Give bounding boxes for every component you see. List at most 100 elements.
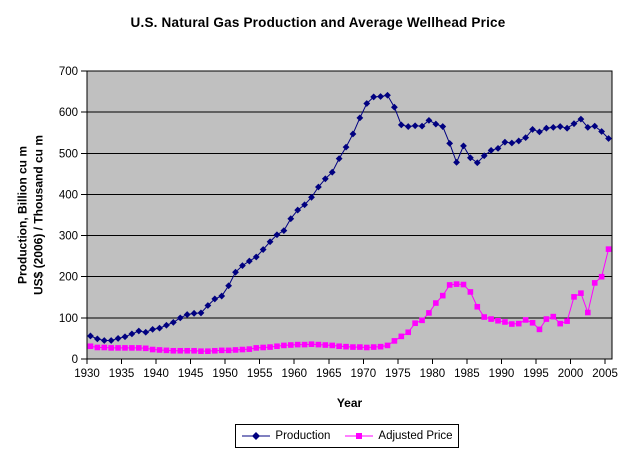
production-marker — [239, 262, 246, 270]
production-marker — [190, 309, 198, 317]
production-line — [90, 94, 609, 341]
production-marker — [446, 140, 454, 147]
adjusted-price-marker — [605, 246, 612, 252]
x-tick-label: 1955 — [247, 368, 273, 380]
production-marker — [404, 123, 412, 130]
adjusted-price-marker — [495, 317, 501, 324]
production-marker — [315, 183, 322, 191]
adjusted-price-marker — [598, 273, 605, 280]
adjusted-price-marker — [253, 345, 260, 351]
adjusted-price-marker — [101, 344, 108, 351]
legend-label-adjusted-price: Adjusted Price — [378, 430, 453, 442]
x-tick-label: 1995 — [523, 368, 549, 380]
adjusted-price-marker — [426, 310, 432, 316]
adjusted-price-marker — [522, 317, 529, 323]
adjusted-price-marker — [433, 300, 439, 306]
production-marker — [349, 130, 357, 138]
plot-background — [87, 71, 612, 359]
adjusted-price-marker — [336, 343, 342, 350]
production-marker — [169, 318, 177, 326]
production-marker — [563, 124, 571, 132]
adjusted-price-marker — [156, 347, 163, 353]
adjusted-price-marker — [571, 294, 577, 300]
adjusted-price-marker — [211, 347, 218, 354]
adjusted-price-marker — [412, 320, 418, 327]
production-marker — [494, 144, 502, 152]
production-marker — [439, 123, 447, 130]
adjusted-price-marker — [384, 342, 391, 349]
production-marker — [515, 137, 523, 145]
production-marker — [356, 114, 364, 122]
legend: Production Adjusted Price — [235, 424, 459, 448]
legend-item-adjusted-price: Adjusted Price — [344, 430, 453, 442]
adjusted-price-marker — [439, 292, 446, 299]
production-marker — [536, 128, 543, 136]
adjusted-price-legend-swatch — [345, 433, 374, 439]
production-marker — [232, 268, 239, 276]
adjusted-price-marker — [94, 344, 101, 351]
y-tick-label: 300 — [59, 231, 78, 243]
production-marker — [149, 325, 157, 333]
production-marker — [460, 142, 467, 150]
adjusted-price-marker — [329, 342, 336, 349]
production-marker — [93, 335, 101, 343]
adjusted-price-marker — [502, 319, 508, 325]
production-marker — [245, 257, 253, 265]
production-legend-swatch — [242, 432, 271, 440]
adjusted-price-marker — [550, 313, 557, 320]
production-marker — [294, 206, 302, 214]
production-marker — [418, 122, 426, 130]
adjusted-price-marker — [232, 347, 239, 353]
adjusted-price-marker — [177, 347, 184, 354]
legend-label-production: Production — [275, 430, 331, 442]
x-tick-label: 1965 — [316, 368, 342, 380]
adjusted-price-marker — [529, 319, 536, 326]
adjusted-price-marker — [322, 342, 329, 348]
production-marker — [480, 152, 488, 160]
production-marker — [163, 321, 170, 329]
adjusted-price-marker — [363, 344, 370, 351]
adjusted-price-marker — [274, 343, 280, 350]
x-tick-label: 1930 — [74, 368, 100, 380]
adjusted-price-marker — [515, 320, 522, 327]
chart-title: U.S. Natural Gas Production and Average … — [130, 15, 506, 30]
adjusted-price-marker — [446, 282, 453, 288]
adjusted-price-marker — [357, 344, 363, 350]
y-tick-label: 400 — [59, 189, 78, 201]
production-marker — [266, 238, 274, 246]
production-marker — [218, 292, 226, 300]
production-marker — [453, 158, 460, 166]
adjusted-price-marker — [294, 341, 301, 348]
adjusted-price-marker — [370, 344, 377, 350]
y-tick-label: 500 — [59, 148, 78, 160]
production-marker — [273, 231, 281, 239]
adjusted-price-marker — [129, 345, 135, 351]
adjusted-price-marker — [377, 343, 384, 350]
adjusted-price-marker — [481, 314, 488, 320]
production-marker — [598, 128, 606, 135]
production-marker — [321, 175, 329, 183]
adjusted-price-marker — [87, 343, 94, 350]
x-tick-label: 2000 — [558, 368, 584, 380]
x-tick-label: 1960 — [281, 368, 307, 380]
production-marker — [176, 314, 184, 322]
production-marker — [377, 93, 384, 100]
production-marker — [570, 120, 578, 128]
production-marker — [432, 120, 440, 128]
production-marker — [100, 337, 108, 344]
adjusted-price-marker — [218, 347, 225, 354]
production-marker — [549, 123, 557, 131]
production-marker — [287, 215, 295, 223]
adjusted-price-marker — [543, 316, 550, 322]
adjusted-price-marker — [591, 280, 598, 286]
x-tick-label: 1975 — [385, 368, 411, 380]
y-tick-label: 0 — [72, 354, 78, 366]
production-marker — [328, 168, 336, 176]
adjusted-price-marker — [163, 347, 170, 354]
adjusted-price-marker — [267, 344, 273, 350]
adjusted-price-marker — [557, 320, 563, 327]
adjusted-price-marker — [287, 342, 294, 348]
y-axis-title-line1: Production, Billion cu m — [15, 146, 30, 285]
